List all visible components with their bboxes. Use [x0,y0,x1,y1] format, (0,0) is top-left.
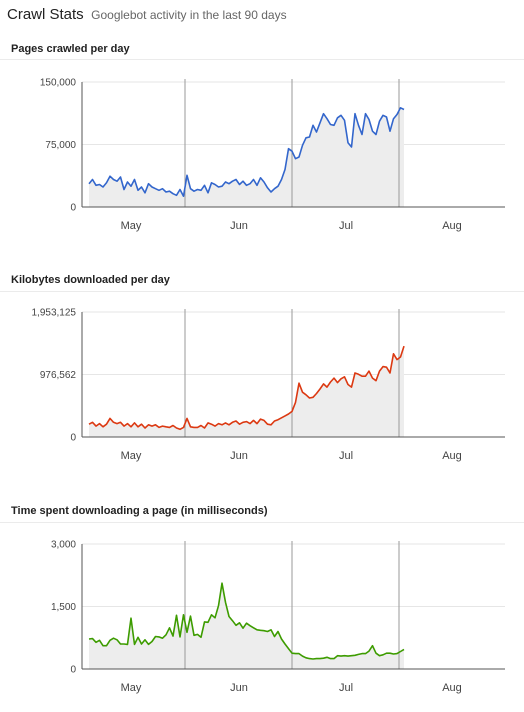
y-tick-label: 3,000 [51,540,76,551]
x-tick-label: Jun [230,220,248,232]
x-tick-label: Aug [442,682,462,694]
x-tick-label: May [121,220,142,232]
x-tick-label: Jul [339,220,353,232]
y-tick-label: 976,562 [40,370,77,381]
page-subtitle: Googlebot activity in the last 90 days [91,8,287,22]
x-tick-label: Jun [230,682,248,694]
chart-title-pages-crawled: Pages crawled per day [11,43,130,55]
download-time-chart: 0 1,500 3,000 May Jun Jul Aug [51,540,505,694]
y-tick-label: 1,953,125 [32,308,77,319]
chart-title-kilobytes-downloaded: Kilobytes downloaded per day [11,274,170,286]
page-title-main: Crawl Stats [7,6,84,23]
y-tick-label: 0 [70,665,76,676]
chart-title-download-time: Time spent downloading a page (in millis… [11,505,268,517]
series-area [89,583,404,669]
divider [0,59,524,60]
kilobytes-downloaded-chart: 0 976,562 1,953,125 May Jun Jul Aug [32,308,505,462]
x-tick-label: Aug [442,220,462,232]
divider [0,291,524,292]
x-tick-label: Jul [339,450,353,462]
x-tick-label: Aug [442,450,462,462]
y-tick-label: 0 [70,203,76,214]
y-tick-label: 75,000 [45,140,76,151]
series-line [88,582,405,660]
x-tick-label: May [121,682,142,694]
divider [0,522,524,523]
page-title: Crawl Stats Googlebot activity in the la… [7,6,287,30]
series-area [89,346,404,437]
x-tick-label: Jun [230,450,248,462]
series-area [89,107,404,207]
y-tick-label: 0 [70,433,76,444]
series-line [88,345,405,431]
y-tick-label: 1,500 [51,602,76,613]
series-line [88,107,405,197]
x-tick-label: May [121,450,142,462]
pages-crawled-chart: 0 75,000 150,000 May Jun Jul Aug [40,78,505,232]
x-tick-label: Jul [339,682,353,694]
y-tick-label: 150,000 [40,78,77,89]
